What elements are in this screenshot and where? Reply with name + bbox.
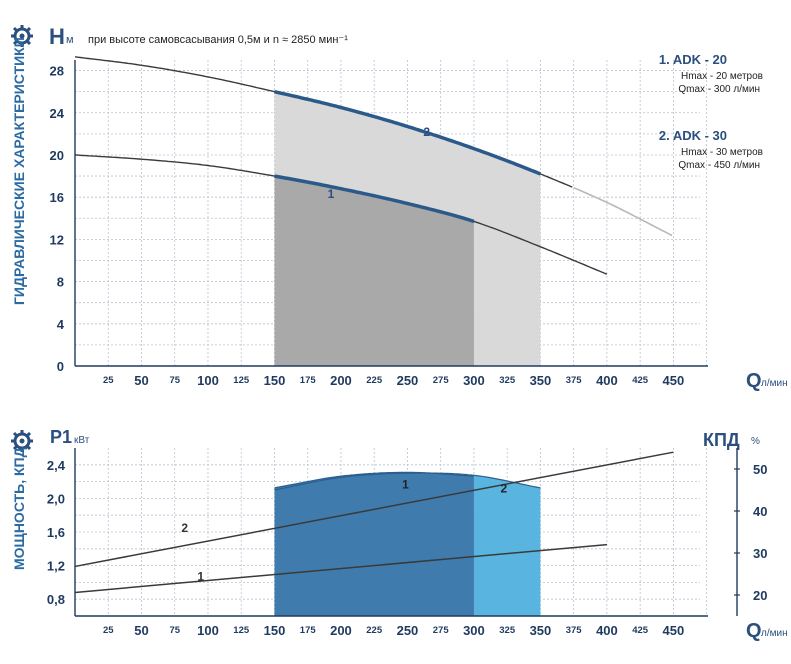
- bottom-x-tick-label: 250: [397, 623, 419, 638]
- bottom-x-minor-tick-label: 25: [103, 625, 114, 636]
- top-x-tick-label: 400: [596, 373, 618, 388]
- bottom-y2-unit: %: [751, 436, 760, 447]
- efficiency-curve-2: [274, 472, 541, 491]
- bottom-y2-tick-label: 20: [753, 588, 767, 603]
- bottom-y2-symbol: КПД: [703, 430, 740, 450]
- bottom-y-tick-label: 1,6: [47, 525, 65, 540]
- top-x-symbol: Q: [746, 370, 762, 392]
- gear-icon: [11, 430, 33, 452]
- top-x-minor-tick-label: 225: [366, 375, 383, 386]
- bottom-x-minor-tick-label: 225: [366, 625, 383, 636]
- bottom-x-tick-label: 200: [330, 623, 352, 638]
- head-subtitle: при высоте самовсасывания 0,5м и n ≈ 285…: [88, 34, 348, 46]
- head-y-symbol: H: [49, 24, 65, 49]
- top-x-tick-label: 100: [197, 373, 219, 388]
- top-x-tick-label: 450: [663, 373, 685, 388]
- top-x-unit: л/мин: [761, 378, 788, 389]
- bottom-y-symbol: P1: [50, 427, 72, 447]
- head-y-unit: м: [66, 34, 74, 46]
- top-x-minor-tick-label: 325: [499, 375, 516, 386]
- power-line-2: [74, 451, 674, 568]
- bottom-x-minor-tick-label: 175: [300, 625, 317, 636]
- bottom-x-symbol: Q: [746, 620, 762, 642]
- top-x-minor-tick-label: 25: [103, 375, 114, 386]
- legend-title-2: 2. ADK - 30: [659, 128, 727, 143]
- bottom-x-tick-label: 300: [463, 623, 485, 638]
- efficiency-label-1: 1: [402, 477, 409, 491]
- top-x-minor-tick-label: 375: [566, 375, 583, 386]
- top-y-tick-label: 20: [50, 148, 64, 163]
- top-y-tick-label: 24: [50, 106, 65, 121]
- bottom-y2-tick-label: 30: [753, 546, 767, 561]
- bottom-x-tick-label: 100: [197, 623, 219, 638]
- top-x-tick-label: 350: [530, 373, 552, 388]
- series-highlight-1: [274, 174, 475, 224]
- bottom-x-minor-tick-label: 375: [566, 625, 583, 636]
- top-y-tick-label: 0: [57, 359, 64, 374]
- series-label-1: 1: [328, 187, 335, 201]
- legend-line-2b: Qmax - 450 л/мин: [678, 160, 760, 171]
- top-ylabel: ГИДРАВЛИЧЕСКИЕ ХАРАКТЕРИСТИКИ: [11, 37, 27, 305]
- gear-icon: [11, 25, 33, 47]
- top-x-minor-tick-label: 275: [433, 375, 450, 386]
- top-x-tick-label: 50: [134, 373, 148, 388]
- bottom-x-tick-label: 350: [530, 623, 552, 638]
- top-x-minor-tick-label: 425: [632, 375, 649, 386]
- legend-line-1a: Hmax - 20 метров: [681, 71, 763, 82]
- top-x-tick-label: 150: [264, 373, 286, 388]
- power-label-1: 1: [197, 570, 204, 584]
- efficiency-area-1: [274, 472, 474, 616]
- power-line-1: [74, 543, 607, 594]
- bottom-y2-tick-label: 40: [753, 504, 767, 519]
- bottom-axes: [74, 448, 740, 617]
- bottom-x-minor-tick-label: 275: [433, 625, 450, 636]
- bottom-y-tick-label: 0,8: [47, 592, 65, 607]
- top-y-tick-label: 8: [57, 275, 64, 290]
- top-y-tick-label: 16: [50, 190, 64, 205]
- top-shaded-ranges: [274, 91, 541, 366]
- bottom-x-unit: л/мин: [761, 628, 788, 639]
- power-label-2: 2: [181, 521, 188, 535]
- bottom-x-tick-label: 150: [264, 623, 286, 638]
- bottom-y2-tick-label: 50: [753, 462, 767, 477]
- bottom-y-tick-label: 2,4: [47, 458, 66, 473]
- shaded-range-1: [274, 176, 474, 366]
- bottom-x-tick-label: 450: [663, 623, 685, 638]
- top-y-tick-label: 28: [50, 64, 64, 79]
- top-y-tick-label: 4: [57, 317, 65, 332]
- top-x-tick-label: 300: [463, 373, 485, 388]
- bottom-series: 1 2 1 2: [74, 451, 674, 594]
- top-axes: [74, 60, 708, 367]
- bottom-x-minor-tick-label: 75: [169, 625, 180, 636]
- bottom-x-minor-tick-label: 425: [632, 625, 649, 636]
- top-x-minor-tick-label: 175: [300, 375, 317, 386]
- top-x-minor-tick-label: 125: [233, 375, 250, 386]
- top-x-tick-label: 250: [397, 373, 419, 388]
- series-highlight-2: [274, 89, 542, 176]
- bottom-x-minor-tick-label: 125: [233, 625, 250, 636]
- top-x-tick-label: 200: [330, 373, 352, 388]
- efficiency-label-2: 2: [501, 482, 508, 496]
- top-x-minor-tick-label: 75: [169, 375, 180, 386]
- bottom-y-tick-label: 1,2: [47, 559, 65, 574]
- series-label-2: 2: [423, 125, 430, 139]
- legend: 1. ADK - 20 Hmax - 20 метров Qmax - 300 …: [659, 52, 763, 171]
- bottom-y-tick-label: 2,0: [47, 491, 65, 506]
- bottom-x-minor-tick-label: 325: [499, 625, 516, 636]
- top-series: 12: [74, 56, 673, 275]
- bottom-shaded-ranges: [274, 472, 541, 616]
- legend-line-2a: Hmax - 30 метров: [681, 147, 763, 158]
- bottom-y-unit: кВт: [74, 435, 90, 446]
- legend-line-1b: Qmax - 300 л/мин: [678, 84, 760, 95]
- legend-title-1: 1. ADK - 20: [659, 52, 727, 67]
- bottom-x-tick-label: 50: [134, 623, 148, 638]
- bottom-x-tick-label: 400: [596, 623, 618, 638]
- series-curve-tail-2: [573, 186, 673, 237]
- bottom-ylabel: МОЩНОСТЬ, КПД: [11, 447, 27, 570]
- top-y-tick-label: 12: [50, 232, 64, 247]
